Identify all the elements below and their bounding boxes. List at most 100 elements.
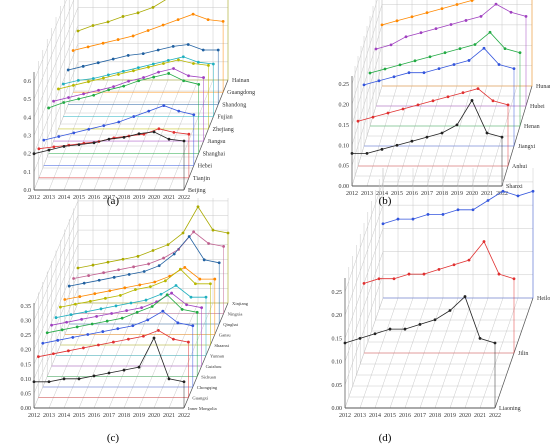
data-point: [176, 18, 180, 22]
x-tick-label: 2016: [88, 195, 100, 201]
data-point: [99, 307, 103, 311]
row-label: Yunnan: [210, 354, 225, 359]
data-point: [101, 330, 105, 333]
x-tick-label: 2021: [481, 191, 493, 197]
data-point: [136, 11, 140, 15]
data-point: [463, 295, 467, 298]
data-point: [186, 43, 190, 46]
row-label: Xinjiang: [232, 301, 249, 306]
data-point: [222, 245, 226, 248]
data-point: [516, 194, 520, 198]
data-point: [157, 127, 161, 131]
data-point: [195, 310, 199, 314]
data-point: [350, 152, 354, 155]
data-point: [194, 282, 197, 286]
data-point: [464, 19, 468, 22]
z-tick-label: 0.10: [339, 143, 350, 149]
data-point: [112, 340, 115, 344]
data-point: [512, 277, 516, 281]
data-point: [166, 58, 170, 62]
z-tick-label: 0.1: [24, 170, 32, 176]
data-point: [377, 277, 381, 281]
x-tick-label: 2018: [436, 191, 448, 197]
series-anhui: Anhui: [356, 87, 527, 170]
x-tick-label: 2022: [496, 191, 508, 197]
data-point: [152, 130, 156, 134]
data-point: [156, 48, 160, 52]
x-tick-label: 2015: [384, 413, 396, 419]
data-point: [52, 99, 55, 103]
data-point: [374, 47, 378, 51]
x-tick-label: 2022: [178, 195, 190, 201]
series-shanghai: Shanghai: [47, 72, 225, 157]
data-point: [177, 58, 180, 62]
x-tick-label: 2019: [451, 191, 463, 197]
x-tick-label: 2013: [43, 195, 55, 201]
data-point: [383, 67, 387, 71]
data-point: [518, 51, 522, 55]
z-tick-label: 0.2: [24, 152, 32, 158]
data-point: [182, 380, 186, 384]
data-point: [189, 295, 193, 299]
data-point: [141, 52, 145, 56]
data-point: [422, 272, 426, 276]
data-point: [216, 48, 220, 52]
data-point: [45, 331, 49, 335]
data-point: [200, 306, 204, 310]
data-point: [62, 145, 66, 148]
row-label: Beijing: [188, 188, 206, 194]
row-label: Zhejiang: [212, 127, 233, 133]
data-point: [196, 205, 200, 209]
series-zhejiang: Zhejiang: [57, 58, 234, 133]
z-tick-label: 0.20: [21, 348, 32, 354]
z-tick-label: 0.5: [24, 97, 32, 103]
data-point: [162, 256, 166, 260]
x-tick-label: 2012: [339, 413, 351, 419]
data-point: [86, 45, 90, 49]
x-tick-label: 2018: [429, 413, 441, 419]
data-point: [386, 111, 390, 115]
data-point: [181, 55, 185, 59]
row-label: Guizhou: [206, 364, 223, 369]
data-point: [137, 79, 141, 83]
data-point: [125, 309, 128, 312]
series-shanxi: Shanxi: [350, 99, 523, 190]
x-tick-label: 2015: [391, 191, 403, 197]
data-point: [161, 23, 165, 27]
row-label: Shanghai: [203, 151, 226, 157]
row-label: Hunan: [536, 84, 550, 90]
data-point: [172, 252, 176, 256]
data-point: [69, 313, 73, 317]
data-point: [131, 324, 135, 328]
data-point: [413, 59, 417, 63]
data-point: [151, 249, 155, 252]
z-tick-label: 0.00: [339, 184, 350, 190]
data-point: [196, 60, 200, 64]
series-liaoning: Liaoning: [343, 295, 521, 412]
data-point: [146, 318, 150, 322]
data-point: [440, 131, 444, 135]
x-tick-label: 2017: [414, 413, 426, 419]
data-point: [356, 119, 360, 123]
data-point: [159, 292, 163, 296]
data-point: [80, 317, 83, 321]
z-tick-label: 0.25: [332, 290, 343, 296]
row-label: Guangdong: [227, 90, 255, 96]
data-point: [84, 310, 88, 314]
data-point: [162, 104, 166, 108]
data-point: [443, 51, 447, 55]
z-tick-label: 0.15: [21, 362, 32, 368]
data-point: [76, 78, 80, 82]
data-point: [491, 99, 495, 103]
series-chongqing: Chongqing: [41, 309, 218, 390]
data-point: [50, 323, 53, 327]
data-point: [106, 73, 110, 77]
data-point: [395, 143, 399, 147]
data-point: [365, 152, 369, 155]
z-tick-label: 0.30: [21, 319, 32, 325]
data-point: [343, 341, 347, 345]
data-point: [172, 337, 175, 341]
series-shandong: Shandong: [66, 43, 246, 108]
data-point: [142, 334, 145, 338]
data-point: [425, 11, 429, 15]
